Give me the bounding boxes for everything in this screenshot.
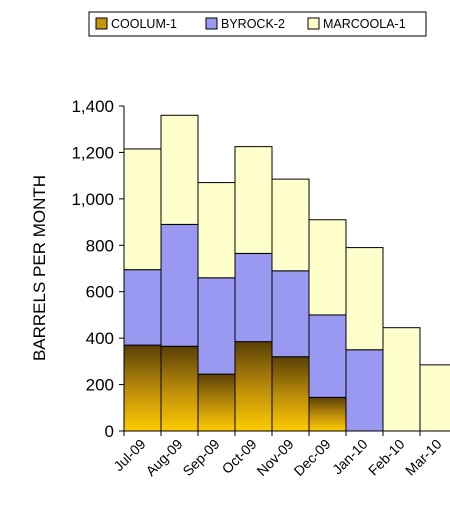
x-tick-label: Oct-09 (219, 436, 260, 477)
x-tick-label: Dec-09 (290, 436, 333, 479)
legend-label-marcoola: MARCOOLA-1 (323, 17, 406, 31)
legend-label-byrock: BYROCK-2 (221, 17, 285, 31)
legend-box (88, 11, 427, 37)
y-tick-label: 200 (86, 376, 114, 395)
y-tick-label: 0 (105, 422, 114, 441)
bar-marcoola-1-sep-09 (197, 182, 236, 279)
bar-marcoola-1-oct-09 (234, 146, 273, 254)
x-tick-label: Nov-09 (253, 436, 296, 479)
x-tick-label: Feb-10 (365, 436, 408, 479)
bar-byrock-2-dec-09 (308, 314, 347, 398)
bar-byrock-2-sep-09 (197, 277, 236, 375)
bar-coolum-1-oct-09 (234, 341, 273, 432)
bar-coolum-1-nov-09 (271, 356, 310, 432)
bar-coolum-1-jul-09 (123, 344, 162, 432)
x-tick-label: Mar-10 (402, 436, 445, 479)
y-tick-label: 1,200 (71, 143, 114, 162)
bar-byrock-2-nov-09 (271, 270, 310, 358)
x-tick-label: Aug-09 (142, 436, 185, 479)
bar-coolum-1-dec-09 (308, 396, 347, 432)
y-tick-label: 600 (86, 283, 114, 302)
x-tick-label: Sep-09 (179, 436, 222, 479)
x-tick-label: Jan-10 (329, 436, 371, 478)
bar-byrock-2-jul-09 (123, 269, 162, 346)
y-tick-label: 400 (86, 329, 114, 348)
y-tick-label: 1,400 (71, 97, 114, 116)
bar-marcoola-1-nov-09 (271, 178, 310, 272)
legend-swatch-coolum (95, 17, 108, 30)
legend-swatch-byrock (205, 17, 218, 30)
bar-coolum-1-sep-09 (197, 373, 236, 432)
legend: COOLUM-1 BYROCK-2 MARCOOLA-1 (88, 11, 427, 37)
legend-swatch-marcoola (307, 17, 320, 30)
bar-marcoola-1-jul-09 (123, 148, 162, 271)
y-tick-label: 1,000 (71, 190, 114, 209)
bar-coolum-1-aug-09 (160, 345, 199, 432)
bar-byrock-2-jan-10 (345, 349, 384, 432)
y-axis-title: BARRELS PER MONTH (30, 175, 49, 361)
y-tick-label: 800 (86, 236, 114, 255)
bar-marcoola-1-feb-10 (382, 327, 421, 432)
bar-byrock-2-aug-09 (160, 223, 199, 347)
bar-byrock-2-oct-09 (234, 252, 273, 343)
bar-marcoola-1-jan-10 (345, 247, 384, 351)
legend-label-coolum: COOLUM-1 (111, 17, 177, 31)
bars (123, 114, 450, 432)
bar-marcoola-1-mar-10 (419, 364, 450, 432)
bar-marcoola-1-aug-09 (160, 114, 199, 225)
bar-marcoola-1-dec-09 (308, 219, 347, 316)
